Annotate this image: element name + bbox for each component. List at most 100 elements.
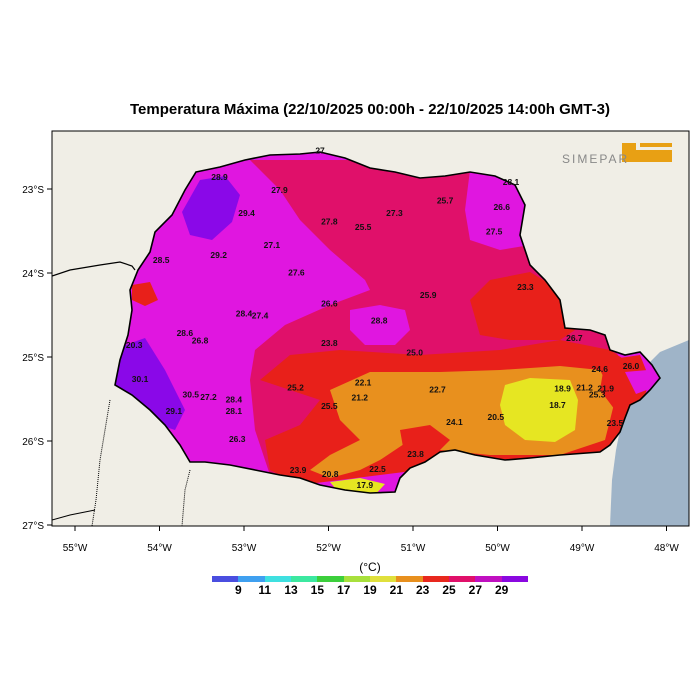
legend-swatch: [317, 576, 344, 582]
legend-swatch: [290, 576, 318, 582]
legend-swatch: [475, 576, 502, 582]
lat-tick-label: 26°S: [22, 437, 44, 448]
field-violet-north: [182, 176, 240, 240]
latitude-axis: 23°S 24°S 25°S 26°S 27°S: [22, 185, 52, 532]
station-value: 26.8: [192, 336, 209, 346]
legend-tick: 11: [258, 583, 271, 597]
station-value: 25.9: [420, 290, 437, 300]
lat-tick-label: 23°S: [22, 185, 44, 196]
station-value: 23.5: [607, 418, 624, 428]
legend-unit: (°C): [359, 560, 381, 574]
station-value: 22.5: [369, 464, 386, 474]
station-value: 21.2: [351, 393, 368, 403]
station-value: 25.2: [287, 383, 304, 393]
station-labels: 28.9 27.9 29.4 27.8 27.3 25.5 25.7 26.6 28.1 27.5…: [126, 146, 640, 490]
lon-tick-label: 54°W: [147, 543, 172, 554]
station-value: 30.1: [132, 374, 149, 384]
station-value: 26.6: [321, 299, 338, 309]
legend-tick: 21: [389, 583, 404, 597]
station-value: 22.1: [355, 378, 372, 388]
legend-tick: 19: [363, 583, 377, 597]
neighbor-border-north: [52, 261, 136, 277]
legend-swatch: [343, 576, 370, 582]
station-value: 27.2: [200, 392, 217, 402]
station-value: 26.3: [229, 434, 246, 444]
station-value: 17.9: [357, 480, 374, 490]
neighbor-border-argentina: [181, 469, 191, 526]
lon-tick-label: 53°W: [232, 543, 257, 554]
station-value: 27: [315, 146, 325, 156]
lon-tick-label: 50°W: [485, 543, 510, 554]
neighbor-border-paraguay: [91, 399, 111, 526]
station-value: 28.6: [177, 328, 194, 338]
simepar-logo: SIMEPAR: [562, 143, 672, 166]
field-magenta-center: [350, 305, 410, 345]
lon-tick-label: 55°W: [63, 543, 88, 554]
station-value: 29.2: [210, 250, 227, 260]
lon-tick-label: 49°W: [570, 543, 595, 554]
station-value: 21.9: [597, 383, 614, 393]
station-value: 25.7: [437, 195, 454, 205]
station-value: 24.6: [591, 364, 608, 374]
legend-swatch: [501, 576, 528, 582]
legend-tick: 23: [415, 583, 430, 597]
station-value: 25.5: [321, 401, 338, 411]
station-value: 23.9: [290, 465, 307, 475]
lon-tick-label: 51°W: [401, 543, 426, 554]
legend-tick: 27: [468, 583, 483, 597]
legend-tick: 29: [494, 583, 509, 597]
station-value: 24.1: [446, 417, 463, 427]
legend-swatch: [264, 576, 291, 582]
station-value: 27.1: [264, 240, 281, 250]
legend-swatch: [212, 576, 239, 582]
station-value: 26.0: [623, 361, 640, 371]
state-outline: [114, 151, 661, 494]
station-value: 29.4: [238, 208, 255, 218]
lat-tick-label: 24°S: [22, 269, 44, 280]
legend-tick: 15: [310, 583, 325, 597]
field-red-coast: [600, 355, 650, 410]
station-value: 20.8: [322, 469, 339, 479]
station-value: 28.4: [226, 394, 243, 404]
field-red-southeast: [400, 425, 450, 460]
legend-swatch: [448, 576, 476, 582]
station-value: 27.3: [386, 208, 403, 218]
station-value: 27.5: [486, 226, 503, 236]
station-value: 18.9: [554, 383, 571, 393]
field-yellow: [500, 378, 578, 442]
legend-tick: 9: [234, 583, 242, 597]
lat-tick-label: 25°S: [22, 353, 44, 364]
station-value: 25.5: [355, 222, 372, 232]
station-value: 28.5: [153, 255, 170, 265]
station-value: 29.1: [166, 406, 183, 416]
legend-tick: 13: [284, 583, 298, 597]
station-value: 20.3: [126, 340, 143, 350]
legend-swatch: [422, 576, 449, 582]
longitude-axis: 55°W 54°W 53°W 52°W 51°W 50°W 49°W 48°W: [63, 526, 679, 554]
station-value: 27.4: [252, 310, 269, 320]
station-value: 23.8: [321, 338, 338, 348]
legend-tick: 25: [442, 583, 456, 597]
station-value: 30.5: [182, 389, 199, 399]
lon-tick-label: 52°W: [316, 543, 341, 554]
station-value: 28.4: [236, 309, 253, 319]
map-title: Temperatura Máxima (22/10/2025 00:00h - …: [130, 101, 610, 118]
station-value: 28.1: [503, 177, 520, 187]
legend-swatch: [238, 576, 265, 582]
station-value: 25.0: [406, 347, 423, 357]
field-red-east: [470, 272, 575, 340]
station-value: 25.3: [589, 389, 606, 399]
station-value: 28.8: [371, 315, 388, 325]
station-value: 23.8: [407, 449, 424, 459]
field-red-west: [132, 282, 158, 306]
field-magenta-coast: [625, 370, 652, 394]
station-value: 26.6: [493, 202, 510, 212]
station-value: 28.9: [211, 172, 228, 182]
lon-tick-label: 48°W: [654, 543, 679, 554]
legend-swatch: [369, 576, 397, 582]
lat-tick-label: 27°S: [22, 521, 44, 532]
simepar-logo-text: SIMEPAR: [562, 152, 629, 166]
station-value: 20.5: [488, 412, 505, 422]
station-value: 28.1: [226, 406, 243, 416]
